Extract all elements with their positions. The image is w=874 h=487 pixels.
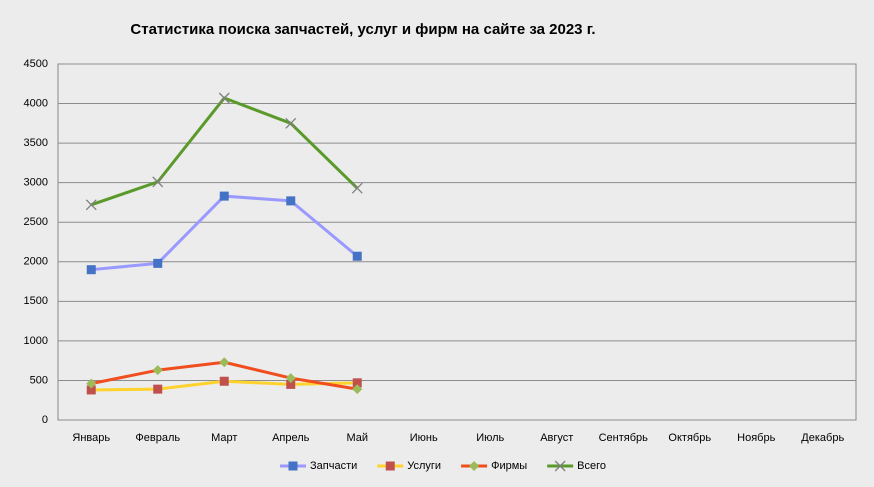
y-tick-label: 3000 <box>24 177 48 189</box>
x-tick-label: Июль <box>476 432 504 444</box>
x-tick-label: Февраль <box>135 432 180 444</box>
marker <box>351 182 363 194</box>
marker <box>219 191 229 201</box>
marker <box>85 199 97 211</box>
legend-item: Всего <box>547 460 606 472</box>
marker <box>285 117 297 129</box>
legend-item: Запчасти <box>280 460 357 472</box>
marker <box>219 357 230 368</box>
x-tick-label: Декабрь <box>801 432 844 444</box>
series-line <box>90 96 359 207</box>
legend: Запчасти Услуги Фирмы Всего <box>280 460 606 472</box>
marker <box>385 461 395 471</box>
legend-label: Запчасти <box>310 460 357 472</box>
x-tick-label: Ноябрь <box>737 432 775 444</box>
chart-title: Статистика поиска запчастей, услуг и фир… <box>130 21 595 38</box>
marker <box>86 385 96 395</box>
marker <box>153 258 163 268</box>
x-tick-label: Январь <box>72 432 110 444</box>
x-tick-label: Октябрь <box>668 432 711 444</box>
legend-item: Услуги <box>377 460 441 472</box>
marker <box>153 384 163 394</box>
x-tick-label: Июнь <box>410 432 438 444</box>
y-tick-label: 2500 <box>24 216 48 228</box>
y-tick-label: 2000 <box>24 256 48 268</box>
marker <box>218 92 230 104</box>
legend-label: Всего <box>577 460 606 472</box>
marker <box>86 265 96 275</box>
marker <box>285 373 296 384</box>
legend-item: Фирмы <box>461 460 527 472</box>
marker <box>288 461 298 471</box>
marker <box>554 460 566 472</box>
marker <box>219 376 229 386</box>
y-tick-label: 0 <box>42 414 48 426</box>
marker <box>286 379 296 389</box>
marker <box>152 176 164 188</box>
marker <box>352 378 362 388</box>
marker <box>352 384 363 395</box>
x-tick-label: Март <box>211 432 237 444</box>
y-tick-label: 4500 <box>24 58 48 70</box>
series-line <box>91 194 359 272</box>
marker <box>352 251 362 261</box>
marker <box>152 365 163 376</box>
marker <box>86 378 97 389</box>
x-tick-label: Сентябрь <box>599 432 649 444</box>
marker <box>469 461 480 471</box>
x-tick-label: Август <box>540 432 573 444</box>
legend-label: Фирмы <box>491 460 527 472</box>
y-tick-label: 4000 <box>24 97 48 109</box>
y-tick-label: 1000 <box>24 335 48 347</box>
y-tick-label: 500 <box>30 374 48 386</box>
y-tick-label: 1500 <box>24 295 48 307</box>
x-tick-label: Апрель <box>272 432 310 444</box>
legend-label: Услуги <box>407 460 441 472</box>
marker <box>286 196 296 206</box>
y-tick-label: 3500 <box>24 137 48 149</box>
x-tick-label: Май <box>346 432 368 444</box>
